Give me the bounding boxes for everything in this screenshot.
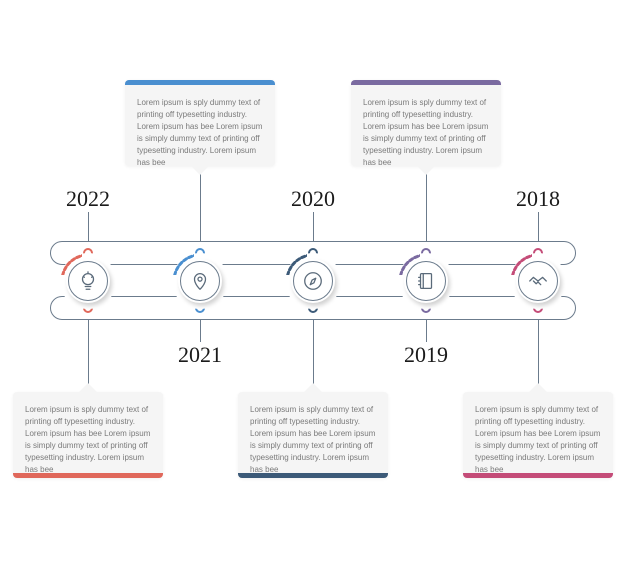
card-text: Lorem ipsum is sply dummy text of printi… [25, 404, 151, 476]
connector-line [538, 320, 539, 392]
connector-line [200, 320, 201, 342]
lightbulb-icon [68, 261, 108, 301]
card-arrow [529, 383, 547, 392]
handshake-icon [518, 261, 558, 301]
connector-line [426, 320, 427, 342]
info-card: Lorem ipsum is sply dummy text of printi… [351, 80, 501, 166]
compass-icon [293, 261, 333, 301]
info-card: Lorem ipsum is sply dummy text of printi… [463, 392, 613, 478]
year-label: 2018 [516, 186, 560, 212]
year-label: 2022 [66, 186, 110, 212]
map-pin-icon [180, 261, 220, 301]
timeline-node [510, 253, 566, 309]
card-text: Lorem ipsum is sply dummy text of printi… [363, 97, 489, 169]
connector-line [200, 166, 201, 241]
card-arrow [304, 383, 322, 392]
timeline-node [285, 253, 341, 309]
connector-line [426, 166, 427, 241]
card-arrow [417, 166, 435, 175]
card-text: Lorem ipsum is sply dummy text of printi… [250, 404, 376, 476]
year-label: 2019 [404, 342, 448, 368]
connector-line [88, 320, 89, 392]
info-card: Lorem ipsum is sply dummy text of printi… [125, 80, 275, 166]
card-arrow [79, 383, 97, 392]
timeline-infographic: 2022 Lorem ipsum is sply dummy text of pr… [0, 0, 626, 562]
card-text: Lorem ipsum is sply dummy text of printi… [475, 404, 601, 476]
notebook-icon [406, 261, 446, 301]
year-label: 2020 [291, 186, 335, 212]
info-card: Lorem ipsum is sply dummy text of printi… [13, 392, 163, 478]
info-card: Lorem ipsum is sply dummy text of printi… [238, 392, 388, 478]
year-label: 2021 [178, 342, 222, 368]
card-arrow [191, 166, 209, 175]
card-text: Lorem ipsum is sply dummy text of printi… [137, 97, 263, 169]
connector-line [538, 212, 539, 241]
timeline-node [60, 253, 116, 309]
connector-line [313, 212, 314, 241]
connector-line [313, 320, 314, 392]
timeline-node [172, 253, 228, 309]
connector-line [88, 212, 89, 241]
timeline-node [398, 253, 454, 309]
